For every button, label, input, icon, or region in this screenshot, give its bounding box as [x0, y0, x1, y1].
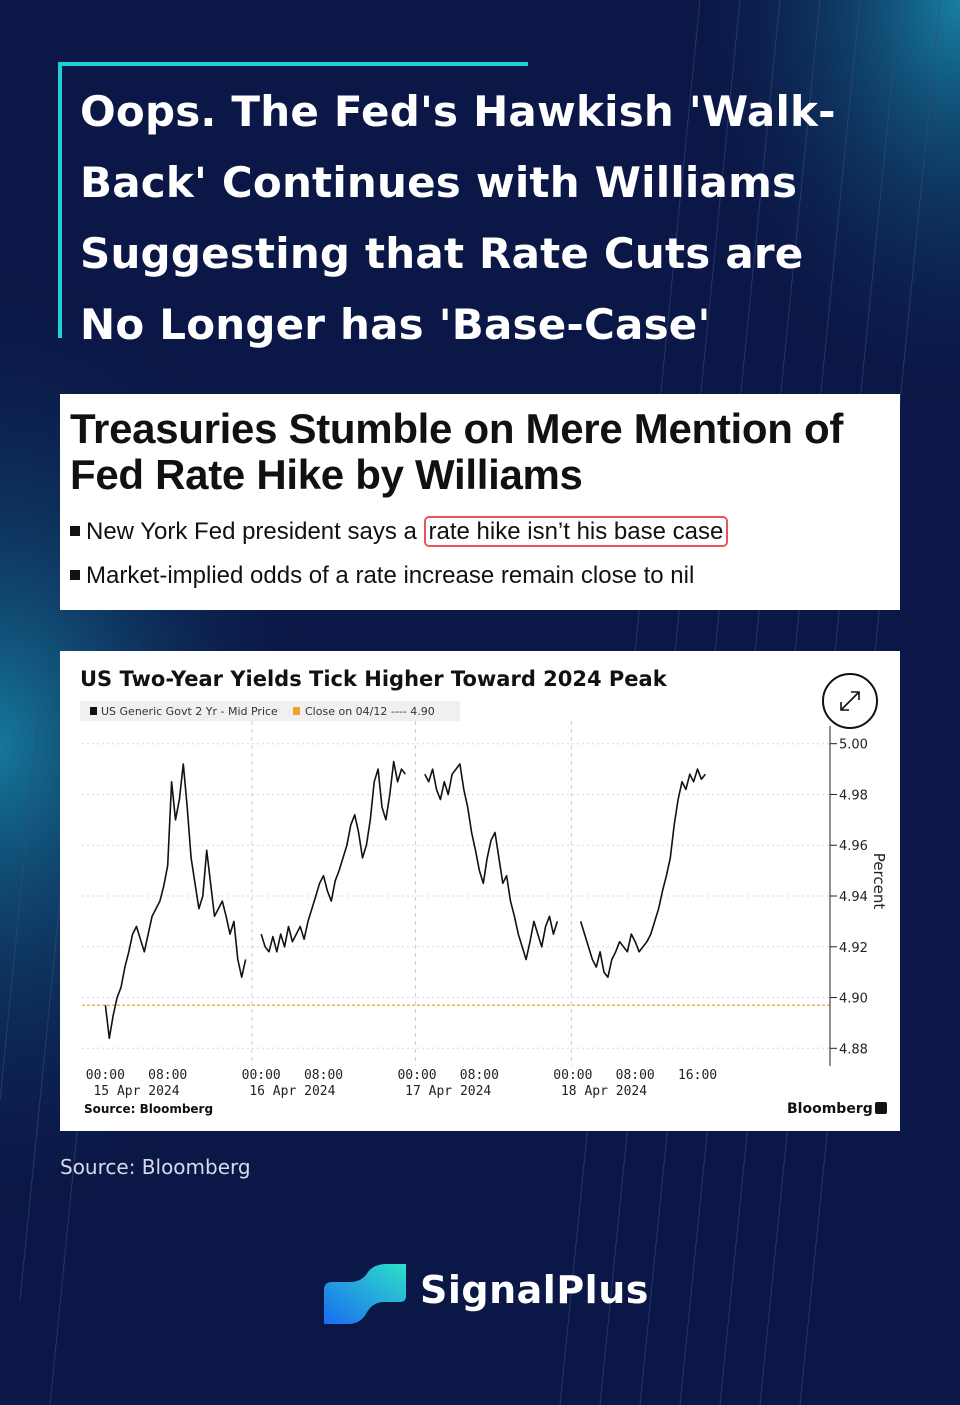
title-accent-left [58, 62, 62, 338]
x-tick-label: 00:00 [86, 1068, 125, 1083]
x-tick-label: 08:00 [304, 1068, 343, 1083]
x-tick-label: 08:00 [460, 1068, 499, 1083]
article-bullet-2: Market-implied odds of a rate increase r… [70, 562, 694, 590]
y-tick-label: 4.90 [839, 992, 868, 1007]
legend-close-swatch [293, 707, 300, 715]
x-tick-label: 00:00 [242, 1068, 281, 1083]
x-date-label: 17 Apr 2024 [405, 1084, 491, 1099]
grid [82, 721, 830, 1066]
legend-series-label: US Generic Govt 2 Yr - Mid Price [101, 705, 278, 718]
highlighted-phrase: rate hike isn’t his base case [423, 516, 729, 547]
y-tick-label: 4.96 [839, 839, 868, 854]
x-date-label: 15 Apr 2024 [93, 1084, 179, 1099]
x-tick-label: 08:00 [616, 1068, 655, 1083]
bloomberg-logo-text: Bloomberg [787, 1101, 873, 1117]
x-date-label: 18 Apr 2024 [561, 1084, 647, 1099]
brand-name: SignalPlus [420, 1268, 649, 1312]
y-tick-label: 4.92 [839, 941, 868, 956]
plot-area [104, 760, 706, 1040]
chart-source: Source: Bloomberg [84, 1102, 213, 1116]
y-axis-label: Percent [870, 853, 888, 910]
x-tick-label: 00:00 [553, 1068, 592, 1083]
article-card: Treasuries Stumble on Mere Mention of Fe… [60, 394, 900, 610]
x-axis: 00:00 08:00 00:00 08:00 00:00 08:00 00:00 08:00… [86, 1068, 717, 1099]
yield-chart: US Two-Year Yields Tick Higher Toward 20… [80, 667, 888, 1117]
series-line-15-apr [104, 763, 247, 1040]
y-tick-label: 4.88 [839, 1042, 868, 1057]
slide-title: Oops. The Fed's Hawkish 'Walk-Back' Cont… [80, 87, 836, 349]
chart-title: US Two-Year Yields Tick Higher Toward 20… [80, 667, 668, 691]
y-tick-label: 4.98 [839, 788, 868, 803]
legend-series-swatch [90, 707, 97, 715]
x-date-label: 16 Apr 2024 [249, 1084, 335, 1099]
series-line-17-apr [424, 763, 559, 961]
article-headline: Treasuries Stumble on Mere Mention of Fe… [70, 405, 844, 498]
chart-card: US Two-Year Yields Tick Higher Toward 20… [60, 651, 900, 1131]
y-axis: 5.00 4.98 4.96 4.94 4.92 4.90 4.88 [829, 726, 868, 1066]
bullet-1-text: New York Fed president says a [86, 518, 424, 545]
x-tick-label: 00:00 [397, 1068, 436, 1083]
article-bullet-1: New York Fed president says a rate hike … [70, 516, 729, 547]
slide-source: Source: Bloomberg [60, 1155, 251, 1179]
y-tick-label: 5.00 [839, 738, 868, 753]
expand-button[interactable] [822, 673, 878, 729]
x-tick-label: 16:00 [678, 1068, 717, 1083]
signalplus-logo-icon [324, 1264, 406, 1324]
y-tick-label: 4.94 [839, 890, 868, 905]
x-tick-label: 08:00 [148, 1068, 187, 1083]
title-accent-top [58, 62, 528, 66]
legend-close-label: Close on 04/12 ---- 4.90 [305, 705, 435, 718]
bullet-square-icon [70, 526, 80, 536]
bloomberg-logo-icon [875, 1102, 887, 1114]
series-line-18-apr [579, 768, 706, 979]
chart-legend: US Generic Govt 2 Yr - Mid Price Close o… [80, 701, 460, 721]
series-line-16-apr [260, 760, 407, 953]
expand-icon [840, 691, 860, 711]
bullet-square-icon [70, 570, 80, 580]
bullet-2-text: Market-implied odds of a rate increase r… [86, 562, 695, 589]
